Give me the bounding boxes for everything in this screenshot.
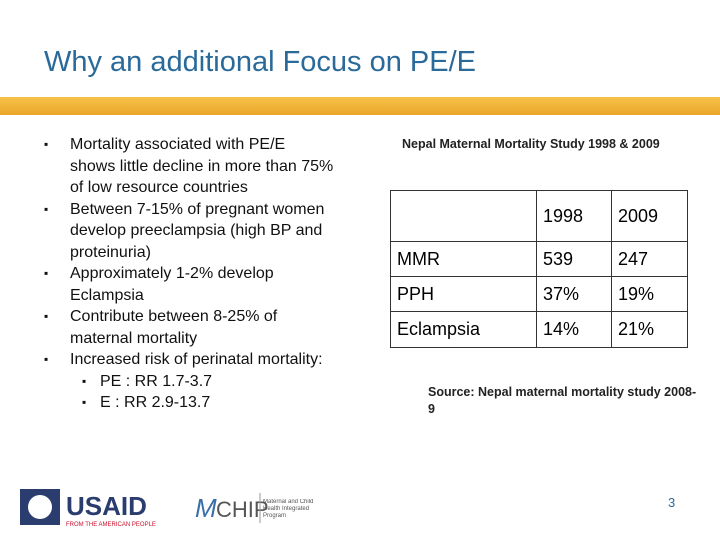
cell: MMR (390, 241, 537, 277)
cell: 2009 (611, 190, 688, 242)
source-note: Source: Nepal maternal mortality study 2… (428, 385, 697, 416)
logo-tagline: FROM THE AMERICAN PEOPLE (66, 522, 156, 528)
slide-title: Why an additional Focus on PE/E (44, 46, 477, 78)
cell: 19% (611, 276, 688, 312)
usaid-seal-inner (28, 495, 52, 519)
bullet-list: Mortality associated with PE/E shows lit… (44, 134, 334, 414)
table-caption: Nepal Maternal Mortality Study 1998 & 20… (402, 137, 660, 151)
table-header: 1998 2009 (390, 190, 688, 242)
bullet: Increased risk of perinatal mortality: P… (44, 349, 334, 414)
bullet-text: Mortality associated with PE/E shows lit… (70, 136, 334, 196)
bullet-text: Contribute between 8-25% of maternal mor… (70, 308, 278, 347)
logo-tagline-box: Maternal and Child Health Integrated Pro… (263, 499, 314, 519)
bullet-text: Increased risk of perinatal mortality: (70, 351, 323, 368)
bullet-text: Between 7-15% of pregnant women develop … (70, 200, 325, 261)
cell: 14% (536, 311, 612, 348)
sub-bullet: E : RR 2.9-13.7 (82, 392, 334, 414)
cell: 21% (611, 311, 688, 348)
cell: PPH (390, 276, 537, 312)
bullet: Approximately 1-2% develop Eclampsia (44, 263, 334, 306)
page-number: 3 (668, 495, 676, 510)
bullet: Contribute between 8-25% of maternal mor… (44, 306, 334, 349)
logo-text: USAID (66, 491, 147, 521)
bullet-text: Approximately 1-2% develop Eclampsia (70, 265, 274, 304)
bullet: Between 7-15% of pregnant women develop … (44, 199, 334, 264)
logo-text: M (195, 493, 217, 523)
cell: Eclampsia (390, 311, 537, 348)
logos: USAID FROM THE AMERICAN PEOPLE M CHIP Ma… (20, 489, 314, 528)
title-bar (0, 97, 720, 115)
logo-tagline: Maternal and Child Health Integrated Pro… (263, 499, 314, 519)
cell: 37% (536, 276, 612, 312)
cell: 539 (536, 241, 612, 277)
cell: 1998 (536, 190, 612, 242)
sub-bullet: PE : RR 1.7-3.7 (82, 371, 334, 393)
data-table: 1998 2009 MMR 539 247 PPH 37% 19% Eclamp… (390, 190, 688, 348)
bullet: Mortality associated with PE/E shows lit… (44, 134, 334, 199)
table-row: Eclampsia 14% 21% (390, 311, 688, 348)
table-row: PPH 37% 19% (390, 276, 688, 312)
cell: 247 (611, 241, 688, 277)
logo-text: CHIP (216, 497, 269, 522)
cell (390, 190, 537, 242)
table-row: MMR 539 247 (390, 241, 688, 277)
sub-list: PE : RR 1.7-3.7 E : RR 2.9-13.7 (70, 371, 334, 414)
